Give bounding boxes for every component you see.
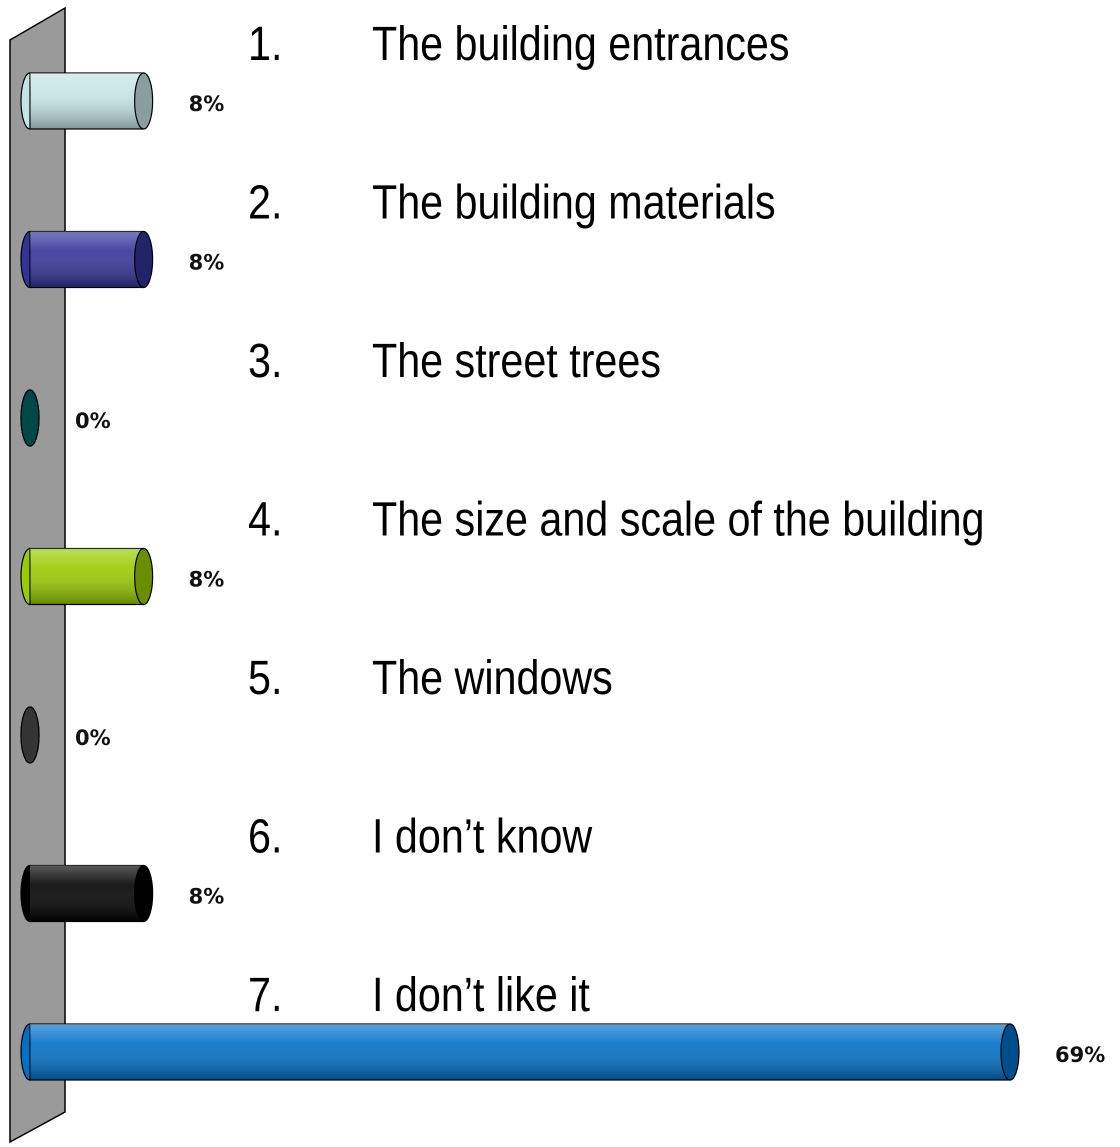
bar-shade (30, 1024, 1010, 1080)
value-label: 0% (75, 409, 111, 433)
category-label: The building entrances (372, 17, 790, 71)
bar-shade (30, 231, 144, 288)
category-label: I don’t like it (372, 968, 590, 1022)
category: 4. The size and scale of the building (248, 493, 984, 547)
bar-cap (20, 389, 40, 447)
category-label: The street trees (372, 334, 661, 388)
category-number: 2. (248, 176, 282, 230)
bar-cap-shade (134, 865, 153, 922)
value-label: 8% (189, 885, 225, 909)
bar-cap-shade (21, 390, 39, 446)
category-number: 7. (248, 968, 282, 1022)
category: 2. The building materials (248, 176, 776, 230)
value-label: 8% (189, 92, 225, 116)
value-label: 0% (75, 726, 111, 750)
bar-cap (1000, 1023, 1020, 1081)
category-number: 5. (248, 651, 282, 705)
category: 5. The windows (248, 651, 613, 705)
bar-cap (134, 72, 154, 130)
bar-shade (30, 548, 144, 605)
category-number: 4. (248, 493, 282, 547)
bar-cap-shade (21, 707, 39, 763)
bar-cap (134, 230, 154, 289)
category: 6. I don’t know (248, 810, 593, 864)
category: 1. The building entrances (248, 17, 790, 71)
category-label: The building materials (372, 176, 776, 230)
category-number: 3. (248, 334, 282, 388)
bar-shade (30, 865, 144, 922)
bar-cap-shade (1001, 1024, 1019, 1080)
category-label: The windows (372, 651, 613, 705)
bar-cap (134, 864, 154, 923)
bar-cap (134, 547, 154, 606)
category-label: The size and scale of the building (372, 493, 984, 547)
bar-cap-shade (134, 73, 153, 129)
category: 7. I don’t like it (248, 968, 590, 1022)
value-label: 8% (189, 568, 225, 592)
category: 3. The street trees (248, 334, 661, 388)
bar-cap-shade (134, 231, 153, 288)
bar-cap (20, 706, 40, 764)
category-label: I don’t know (372, 810, 593, 864)
category-number: 6. (248, 810, 282, 864)
bar-cap-shade (134, 548, 153, 605)
category-number: 1. (248, 17, 282, 71)
value-label: 69% (1055, 1043, 1105, 1067)
bar-shade (30, 73, 144, 129)
value-label: 8% (189, 251, 225, 275)
